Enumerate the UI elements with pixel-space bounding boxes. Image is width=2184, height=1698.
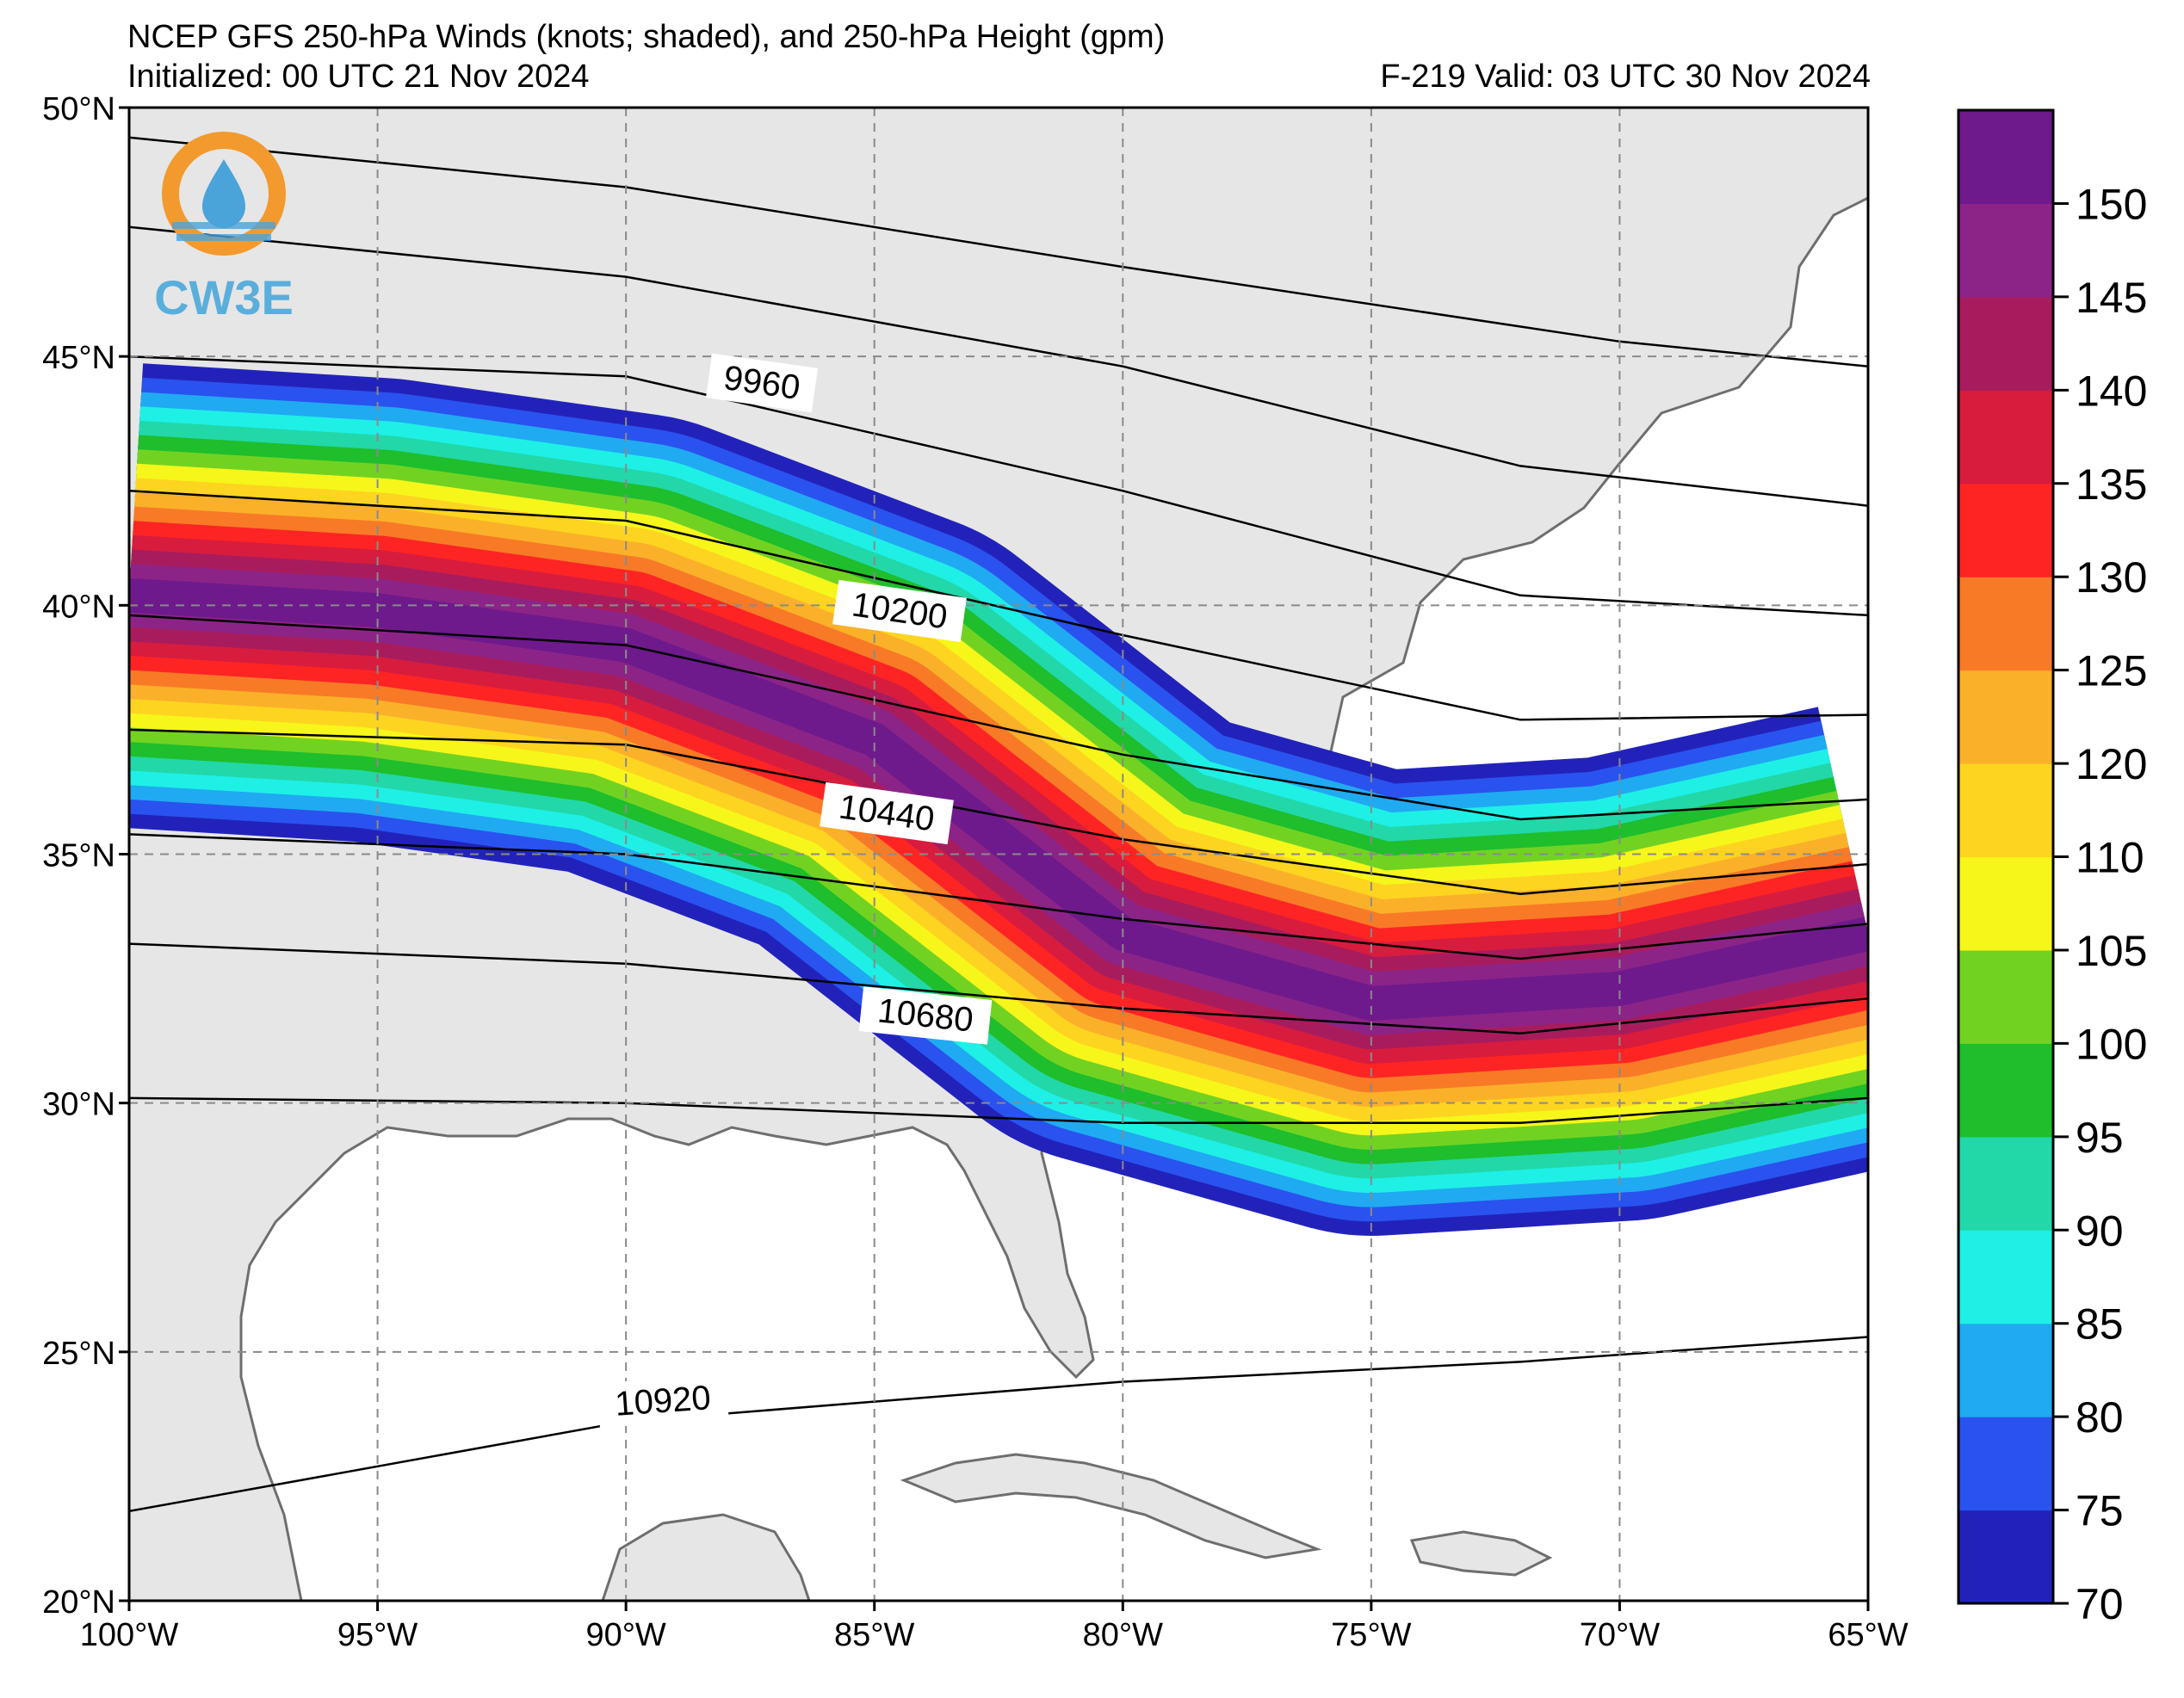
colorbar-tick-label: 90 <box>2076 1207 2124 1255</box>
colorbar-tick-label: 100 <box>2076 1020 2147 1068</box>
colorbar-swatch <box>1958 1136 2053 1231</box>
initialized-time: Initialized: 00 UTC 21 Nov 2024 <box>127 59 590 95</box>
colorbar-swatch <box>1958 670 2053 764</box>
colorbar-swatch <box>1958 949 2053 1044</box>
colorbar: 70 75 80 85 90 95 100 105 110 120 125 130 135 140 145 1… <box>1957 108 2147 1628</box>
colorbar-swatch <box>1958 110 2053 204</box>
longitude-axis: 100°W 95°W 90°W 85°W 80°W 75°W 70°W 65°W <box>80 1601 1909 1653</box>
colorbar-tick-label: 130 <box>2076 553 2147 602</box>
colorbar-tick-label: 120 <box>2076 740 2147 788</box>
colorbar-swatch <box>1958 1043 2053 1138</box>
figure-title: NCEP GFS 250-hPa Winds (knots; shaded), … <box>127 19 1166 55</box>
hispaniola-island <box>1409 1530 1553 1577</box>
wind-speed-shading <box>129 136 1868 1513</box>
colorbar-tick-label: 95 <box>2076 1114 2124 1162</box>
contour-label-10680: 10680 <box>858 986 993 1045</box>
colorbar-swatch <box>1958 763 2053 858</box>
contour-label-10200: 10200 <box>832 579 967 643</box>
colorbar-tick-label: 125 <box>2076 647 2147 695</box>
water-drop-icon <box>202 159 245 228</box>
lat-tick-label: 45°N <box>42 340 115 376</box>
colorbar-swatch <box>1958 296 2053 391</box>
lat-tick-label: 40°N <box>42 589 115 625</box>
lat-tick-label: 25°N <box>42 1336 115 1372</box>
colorbar-tick-label: 70 <box>2076 1580 2124 1628</box>
logo-ring-icon <box>162 132 286 256</box>
contour-label-9960: 9960 <box>705 353 819 413</box>
latitude-axis: 50°N 45°N 40°N 35°N 30°N 25°N 20°N <box>42 91 129 1621</box>
height-contour <box>129 225 1868 507</box>
colorbar-swatch <box>1958 577 2053 671</box>
colorbar-tick-label: 105 <box>2076 927 2147 975</box>
colorbar-swatch <box>1958 1323 2053 1417</box>
colorbar-tick-label: 145 <box>2076 274 2147 322</box>
logo-text: CW3E <box>154 270 294 324</box>
lon-tick-label: 65°W <box>1828 1617 1908 1653</box>
colorbar-tick-label: 75 <box>2076 1487 2124 1535</box>
cuba-island <box>900 1453 1322 1559</box>
height-contour-labels: 9960 10200 10440 10680 10920 <box>597 353 993 1429</box>
lon-tick-label: 95°W <box>337 1617 418 1653</box>
lat-tick-label: 50°N <box>42 91 115 127</box>
contour-label-10440: 10440 <box>820 781 954 845</box>
wind-band-150 <box>129 577 1868 1021</box>
contour-label-10920: 10920 <box>597 1374 729 1429</box>
colorbar-swatch <box>1958 1510 2053 1604</box>
colorbar-tick-label: 80 <box>2076 1393 2124 1442</box>
colorbar-tick-label: 135 <box>2076 460 2147 509</box>
height-contour <box>129 355 1868 617</box>
lon-tick-label: 75°W <box>1331 1617 1411 1653</box>
valid-time: F-219 Valid: 03 UTC 30 Nov 2024 <box>1380 59 1871 95</box>
colorbar-tick-label: 140 <box>2076 367 2147 415</box>
lon-tick-label: 85°W <box>834 1617 914 1653</box>
cw3e-logo: CW3E <box>154 132 294 324</box>
svg-text:10920: 10920 <box>614 1379 712 1423</box>
lon-tick-label: 90°W <box>585 1617 665 1653</box>
colorbar-swatch <box>1958 1417 2053 1511</box>
lat-tick-label: 35°N <box>42 838 115 874</box>
lon-tick-label: 100°W <box>80 1617 179 1653</box>
lon-tick-label: 70°W <box>1580 1617 1660 1653</box>
colorbar-tick-label: 150 <box>2076 180 2147 228</box>
colorbar-swatch <box>1958 1230 2053 1324</box>
lon-tick-label: 80°W <box>1083 1617 1163 1653</box>
lat-tick-label: 20°N <box>42 1584 115 1621</box>
colorbar-tick-label: 110 <box>2076 834 2144 882</box>
colorbar-tick-label: 85 <box>2076 1300 2124 1349</box>
graticule <box>129 108 1868 1601</box>
lat-tick-label: 30°N <box>42 1087 115 1123</box>
height-contour <box>129 614 1868 821</box>
colorbar-swatch <box>1958 390 2053 485</box>
colorbar-swatch <box>1958 856 2053 951</box>
colorbar-swatch <box>1958 483 2053 577</box>
yucatan-peninsula <box>601 1513 811 1601</box>
colorbar-swatch <box>1958 203 2053 298</box>
